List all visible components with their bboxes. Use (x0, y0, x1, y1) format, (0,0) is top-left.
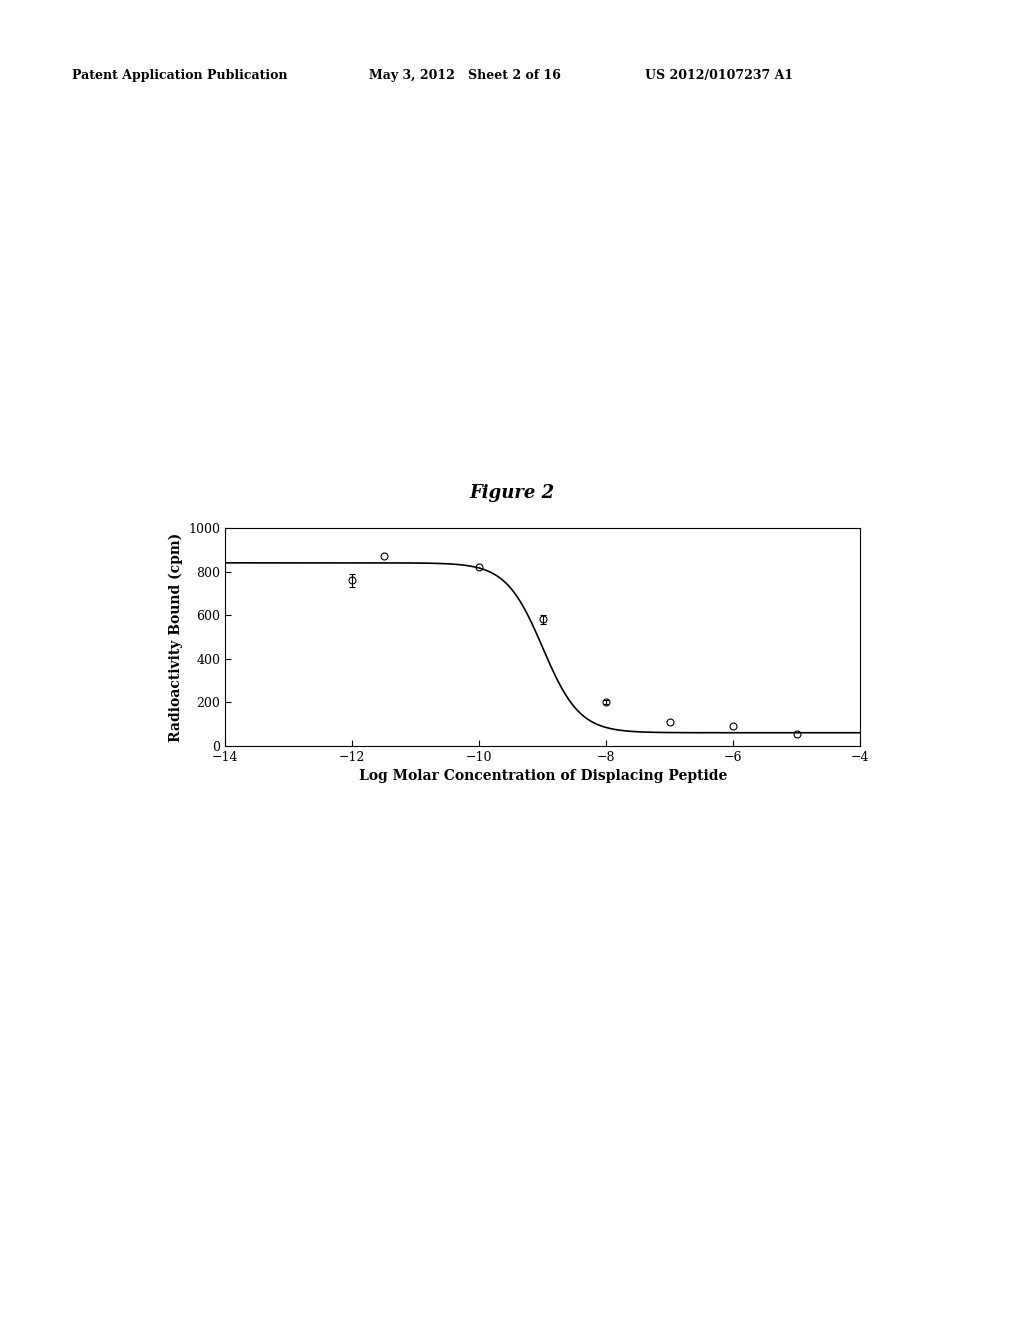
Text: Figure 2: Figure 2 (469, 483, 555, 502)
X-axis label: Log Molar Concentration of Displacing Peptide: Log Molar Concentration of Displacing Pe… (358, 770, 727, 783)
Text: May 3, 2012   Sheet 2 of 16: May 3, 2012 Sheet 2 of 16 (369, 69, 560, 82)
Text: US 2012/0107237 A1: US 2012/0107237 A1 (645, 69, 794, 82)
Y-axis label: Radioactivity Bound (cpm): Radioactivity Bound (cpm) (169, 532, 183, 742)
Text: Patent Application Publication: Patent Application Publication (72, 69, 287, 82)
